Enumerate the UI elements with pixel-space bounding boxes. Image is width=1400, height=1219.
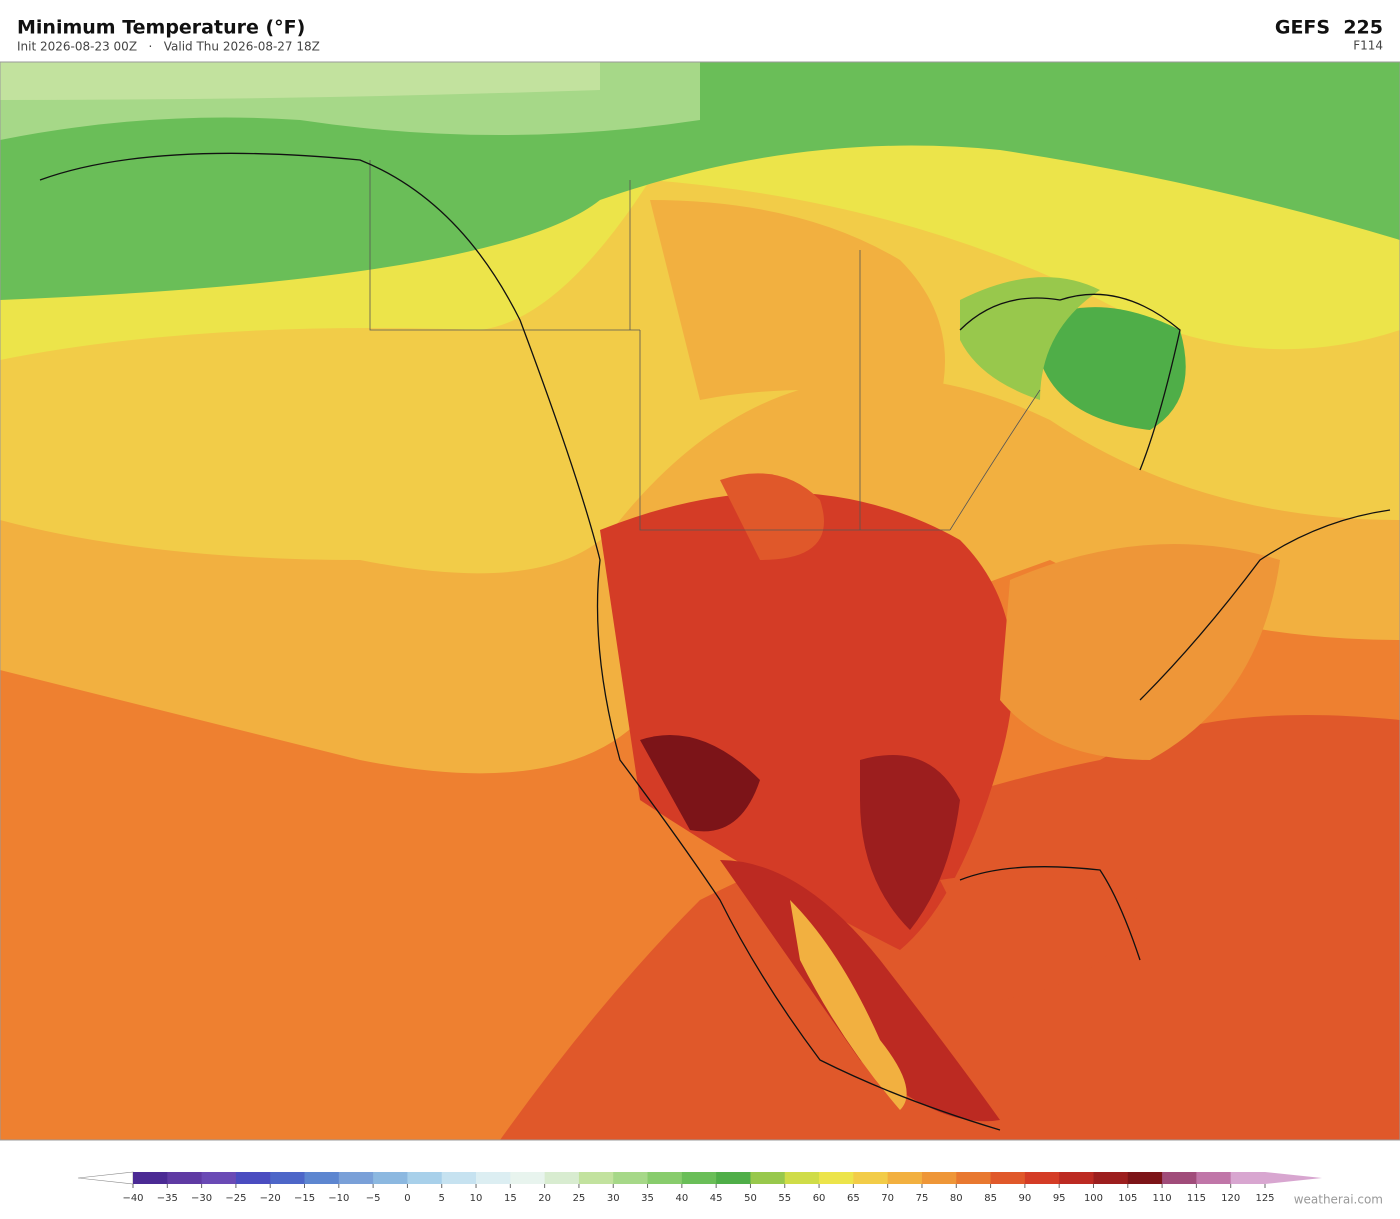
colorbar-bin [613,1172,649,1184]
colorbar-tick-label: 40 [675,1193,688,1204]
colorbar-tick-label: 115 [1187,1193,1206,1204]
colorbar-tick-label: 10 [470,1193,483,1204]
colorbar-bin [921,1172,957,1184]
colorbar-bin [1196,1172,1232,1184]
colorbar-tick-label: 105 [1118,1193,1137,1204]
colorbar-bin [270,1172,306,1184]
colorbar-tick-label: −10 [328,1193,349,1204]
colorbar-tick-label: 85 [984,1193,997,1204]
colorbar-bin [201,1172,237,1184]
colorbar-tick-label: 15 [504,1193,517,1204]
colorbar-bin [1127,1172,1163,1184]
colorbar-tick-label: 95 [1053,1193,1066,1204]
forecast-hour: F114 [1353,39,1383,53]
colorbar-bin [1093,1172,1129,1184]
credit: weatherai.com [1294,1193,1383,1207]
colorbar-tick-label: 25 [573,1193,586,1204]
colorbar-tick-label: 80 [950,1193,963,1204]
colorbar-tick-label: −25 [225,1193,246,1204]
colorbar-tick-label: 20 [538,1193,551,1204]
colorbar-tick-label: −40 [122,1193,143,1204]
colorbar-bin [784,1172,820,1184]
colorbar-bin [1059,1172,1094,1184]
colorbar-bin [133,1172,168,1184]
colorbar-tick-label: −30 [191,1193,212,1204]
colorbar-bin [956,1172,992,1184]
colorbar-bin [544,1172,580,1184]
colorbar-bin [819,1172,854,1184]
colorbar-tick-label: 5 [439,1193,445,1204]
colorbar-tick-label: 100 [1084,1193,1103,1204]
colorbar-tick-label: 90 [1019,1193,1032,1204]
colorbar-bin [681,1172,717,1184]
colorbar-low-extension [77,1171,134,1185]
colorbar: −40 −35 −30 −25 −20 −15 −10 −5 0 5 10 15 20 25 30 35 40 4… [77,1171,1322,1204]
colorbar-bin [1162,1172,1197,1184]
colorbar-tick-label: 125 [1255,1193,1274,1204]
colorbar-bin [167,1172,203,1184]
colorbar-tick-label: 70 [881,1193,894,1204]
map [0,61,1400,1141]
colorbar-bin [1024,1172,1060,1184]
colorbar-bin [990,1172,1026,1184]
colorbar-tick-label: 0 [404,1193,410,1204]
colorbar-bin [716,1172,751,1184]
colorbar-tick-label: 110 [1153,1193,1172,1204]
colorbar-tick-label: −20 [260,1193,281,1204]
colorbar-tick-label: −35 [157,1193,178,1204]
colorbar-bin [510,1172,546,1184]
colorbar-high-extension [1265,1172,1322,1184]
colorbar-bin [887,1172,923,1184]
colorbar-bin [373,1172,408,1184]
colorbar-tick-label: 120 [1221,1193,1240,1204]
colorbar-bin [578,1172,614,1184]
colorbar-bin [853,1172,889,1184]
colorbar-bin [441,1172,477,1184]
colorbar-tick-label: 35 [641,1193,654,1204]
colorbar-bin [235,1172,271,1184]
colorbar-bin [476,1172,511,1184]
colorbar-tick-label: 30 [607,1193,620,1204]
colorbar-bin [338,1172,374,1184]
colorbar-bin [750,1172,786,1184]
colorbar-bin [1230,1172,1266,1184]
model: GEFS 225 [1275,17,1383,39]
colorbar-tick-label: 60 [813,1193,826,1204]
colorbar-tick-label: −15 [294,1193,315,1204]
colorbar-tick-label: 50 [744,1193,757,1204]
colorbar-tick-label: 65 [847,1193,860,1204]
subtitle: Init 2026-08-23 00Z · Valid Thu 2026-08-… [17,40,320,54]
colorbar-bin [647,1172,683,1184]
colorbar-bin [407,1172,443,1184]
colorbar-tick-label: −5 [366,1193,381,1204]
colorbar-bin [304,1172,340,1184]
colorbar-tick-label: 75 [916,1193,929,1204]
title: Minimum Temperature (°F) [17,17,305,39]
colorbar-tick-label: 55 [778,1193,791,1204]
colorbar-tick-label: 45 [710,1193,723,1204]
